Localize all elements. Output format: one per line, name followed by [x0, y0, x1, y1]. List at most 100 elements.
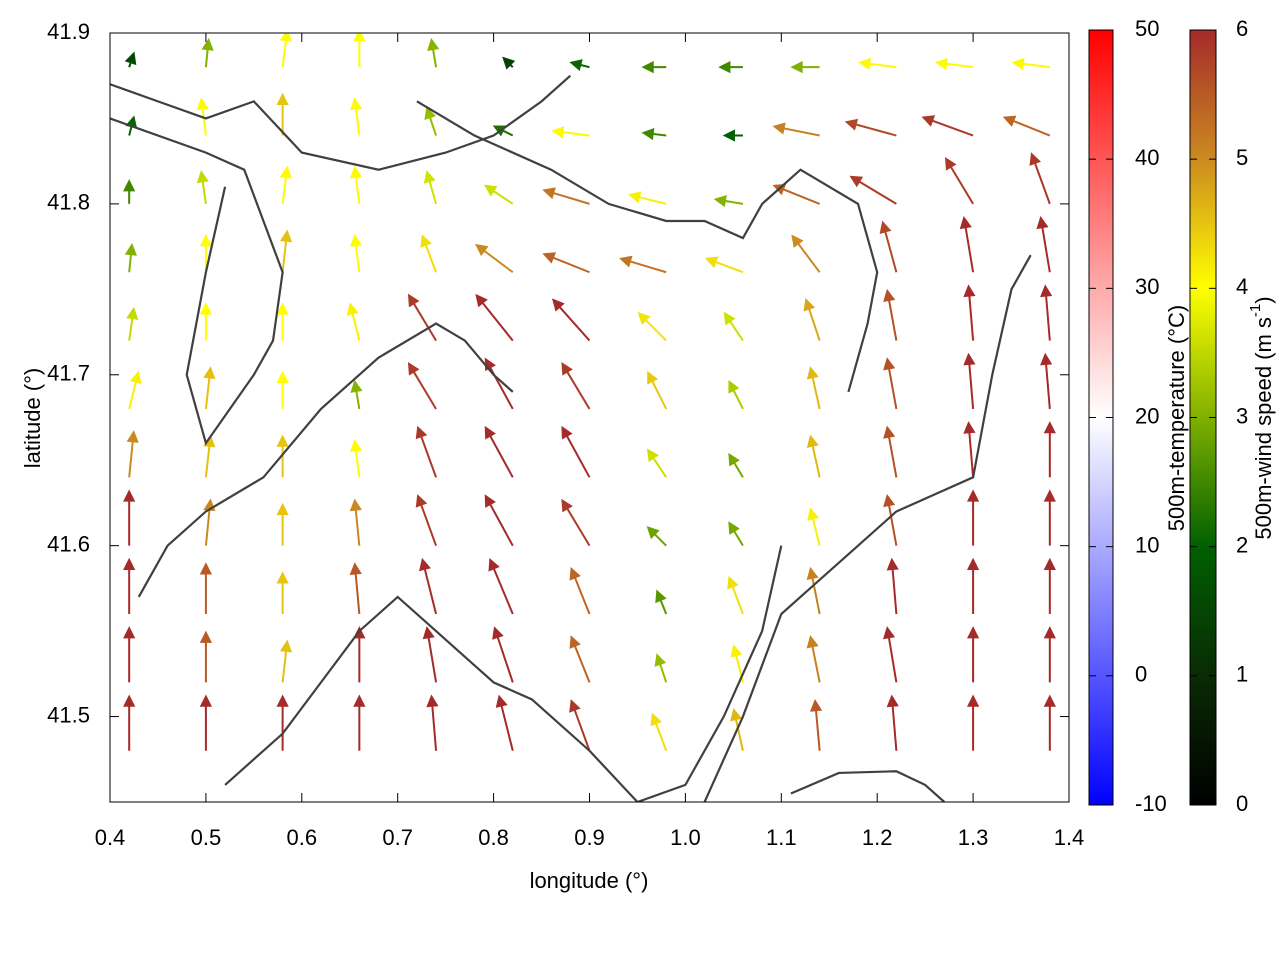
colorbar-tick-label: 3 — [1236, 403, 1248, 428]
y-axis-label: latitude (°) — [20, 368, 45, 469]
wind-arrow — [963, 352, 976, 410]
wind-arrow — [126, 306, 139, 341]
wind-arrow — [1040, 284, 1053, 341]
contour-line — [137, 322, 514, 598]
wind-arrow — [628, 191, 667, 205]
wind-arrow — [944, 156, 974, 205]
wind-arrow — [422, 626, 438, 683]
wind-arrow — [279, 229, 293, 273]
wind-arrow — [730, 708, 744, 751]
wind-arrow — [424, 106, 438, 136]
wind-arrow — [492, 626, 514, 683]
wind-arrow — [419, 557, 438, 615]
wind-arrow — [1029, 152, 1051, 205]
y-tick-label: 41.5 — [47, 702, 90, 727]
wind-arrow — [276, 302, 289, 341]
wind-arrow — [199, 630, 213, 683]
wind-arrow — [423, 170, 438, 205]
wind-arrow — [963, 284, 976, 341]
wind-arrow — [728, 452, 744, 478]
colorbar-tick-label: 0 — [1135, 662, 1147, 687]
wind-arrow — [492, 125, 514, 137]
wind-arrow — [806, 566, 821, 615]
wind-arrow — [569, 59, 590, 72]
wind-arrow — [650, 712, 668, 752]
wind-arrow — [199, 302, 213, 341]
wind-arrow — [807, 507, 821, 546]
colorbar-tick-label: 30 — [1135, 274, 1159, 299]
y-tick-label: 41.8 — [47, 190, 90, 215]
wind-arrow — [704, 256, 744, 274]
wind-arrow — [934, 57, 974, 70]
contour-line — [110, 117, 284, 446]
wind-arrow — [619, 255, 667, 274]
wind-arrow — [279, 639, 293, 683]
contour-line — [703, 254, 1032, 802]
wind-arrow — [879, 220, 898, 273]
wind-arrow — [484, 357, 514, 410]
x-tick-label: 1.1 — [766, 825, 797, 850]
contour-line — [224, 545, 783, 802]
wind-arrow — [1043, 694, 1056, 751]
wind-arrow — [1043, 489, 1056, 546]
x-tick-label: 1.3 — [958, 825, 989, 850]
wind-arrow — [475, 293, 514, 342]
x-tick-label: 0.7 — [382, 825, 413, 850]
colorbar-tick-label: 5 — [1236, 145, 1248, 170]
colorbar-tick-label: 6 — [1236, 16, 1248, 41]
wind-arrow — [415, 494, 437, 547]
x-tick-label: 0.4 — [95, 825, 126, 850]
wind-arrow — [350, 165, 363, 205]
colorbar-label-part: 500m-wind speed (m s — [1251, 317, 1276, 540]
wind-arrow — [723, 311, 744, 342]
wind-arrow — [963, 421, 976, 478]
wind-arrow — [350, 439, 363, 478]
wind-arrow — [350, 234, 363, 273]
wind-arrow — [569, 635, 591, 683]
wind-arrow — [1040, 352, 1053, 410]
wind-arrow — [123, 179, 136, 204]
x-tick-label: 1.4 — [1054, 825, 1085, 850]
wind-arrow — [349, 562, 362, 615]
wind-arrow — [542, 187, 590, 205]
wind-arrow — [654, 653, 668, 683]
wind-arrow — [1043, 421, 1056, 478]
wind-arrow — [196, 170, 209, 205]
wind-arrow — [844, 118, 897, 137]
wind-arrow — [123, 489, 136, 546]
wind-arrow — [407, 293, 437, 342]
wind-arrow — [637, 312, 667, 342]
wind-arrow — [346, 302, 361, 341]
wind-arrow — [415, 425, 437, 478]
wind-arrow — [203, 366, 216, 410]
wind-arrow — [728, 521, 744, 547]
wind-arrow — [276, 571, 289, 615]
wind-arrow — [647, 370, 668, 410]
wind-arrow — [966, 626, 980, 683]
wind-arrow — [883, 357, 898, 410]
x-tick-label: 0.8 — [478, 825, 509, 850]
wind-arrow — [883, 493, 898, 546]
wind-arrow — [426, 694, 439, 751]
wind-arrow — [353, 33, 366, 68]
wind-arrow — [276, 434, 289, 478]
wind-arrow — [128, 370, 142, 410]
wind-arrow — [276, 92, 289, 136]
wind-arrow — [427, 37, 440, 68]
wind-arrow — [959, 216, 975, 273]
wind-arrow — [727, 575, 744, 615]
plot-frame — [109, 32, 1070, 803]
wind-arrow — [790, 61, 820, 74]
wind-arrow — [474, 243, 514, 274]
wind-arrow — [966, 489, 980, 546]
wind-arrow — [201, 37, 214, 68]
wind-arrow — [124, 243, 137, 273]
wind-arrow — [883, 288, 898, 341]
wind-arrow — [882, 626, 898, 683]
wind-arrow — [124, 51, 137, 68]
wind-arrow — [641, 127, 667, 141]
wind-arrow — [886, 694, 899, 751]
contour-line — [416, 100, 879, 393]
wind-arrow — [728, 379, 744, 410]
wind-arrow — [569, 699, 591, 752]
